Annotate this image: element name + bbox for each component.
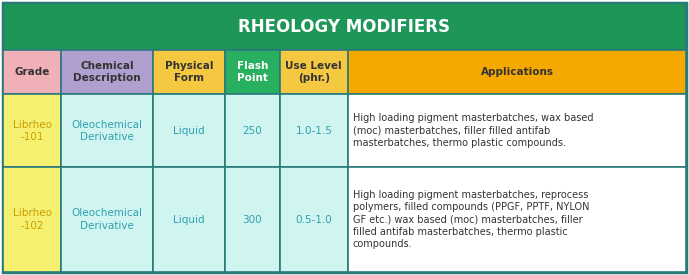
Text: 0.5-1.0: 0.5-1.0 [296, 214, 332, 225]
Bar [3, 94, 61, 167]
Bar [280, 167, 348, 272]
Bar [225, 50, 280, 94]
Bar [348, 167, 686, 272]
Bar [3, 3, 686, 50]
Text: High loading pigment masterbatches, wax based
(moc) masterbatches, filler filled: High loading pigment masterbatches, wax … [353, 113, 593, 148]
Bar [348, 50, 686, 94]
Text: Physical
Form: Physical Form [165, 61, 214, 84]
Bar [61, 50, 153, 94]
Text: 300: 300 [243, 214, 262, 225]
Text: 250: 250 [243, 126, 263, 136]
Bar [61, 167, 153, 272]
Text: Oleochemical
Derivative: Oleochemical Derivative [72, 120, 143, 142]
Text: Applications: Applications [480, 67, 553, 77]
Text: Librheo
-102: Librheo -102 [12, 208, 52, 231]
Text: Librheo
-101: Librheo -101 [12, 120, 52, 142]
Bar [3, 167, 61, 272]
Text: Use Level
(phr.): Use Level (phr.) [285, 61, 342, 84]
Bar [280, 94, 348, 167]
Bar [225, 167, 280, 272]
Bar [3, 50, 61, 94]
Text: Oleochemical
Derivative: Oleochemical Derivative [72, 208, 143, 231]
Bar [280, 50, 348, 94]
Text: RHEOLOGY MODIFIERS: RHEOLOGY MODIFIERS [238, 18, 451, 35]
Text: Liquid: Liquid [174, 126, 205, 136]
Bar [153, 50, 225, 94]
Bar [153, 94, 225, 167]
Text: Liquid: Liquid [174, 214, 205, 225]
Text: Flash
Point: Flash Point [236, 61, 268, 84]
Bar [348, 94, 686, 167]
Text: High loading pigment masterbatches, reprocess
polymers, filled compounds (PPGF, : High loading pigment masterbatches, repr… [353, 190, 589, 249]
Text: 1.0-1.5: 1.0-1.5 [296, 126, 332, 136]
Bar [61, 94, 153, 167]
Bar [153, 167, 225, 272]
Bar [225, 94, 280, 167]
Text: Grade: Grade [14, 67, 50, 77]
Text: Chemical
Description: Chemical Description [73, 61, 141, 84]
